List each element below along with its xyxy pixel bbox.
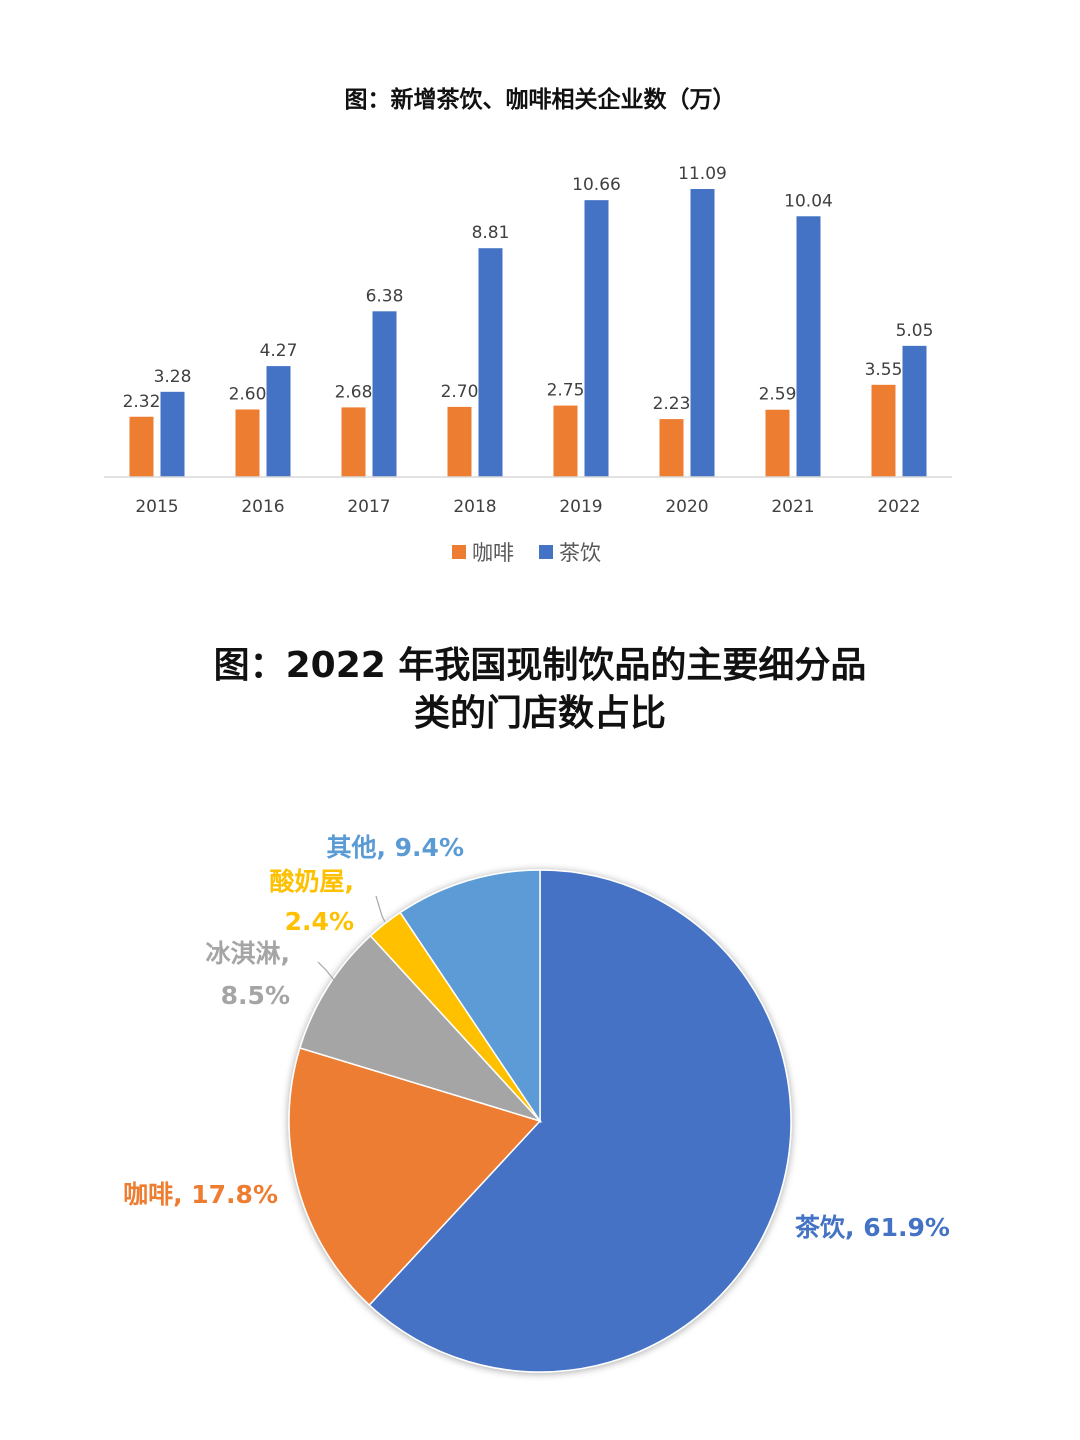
tea-legend-swatch: [539, 545, 553, 559]
coffee-value-label-2022: 3.55: [865, 360, 903, 380]
x-tick-label-2021: 2021: [771, 497, 814, 517]
coffee-bar-2020: [659, 419, 684, 477]
tea-legend-label: 茶饮: [559, 541, 601, 565]
coffee-value-label-2020: 2.23: [653, 394, 691, 414]
coffee-bar-2017: [341, 407, 366, 477]
pie-chart-title-line-1: 图：2022 年我国现制饮品的主要细分品: [213, 645, 867, 686]
leader-line-yogurt: [375, 895, 386, 923]
bar-chart-panel: 图：新增茶饮、咖啡相关企业数（万） 2.32 3.28 2015 2.60 4.27 20…: [0, 0, 1080, 600]
pie-label-酸奶屋-line-1: 酸奶屋,: [270, 867, 355, 896]
coffee-value-label-2019: 2.75: [547, 381, 585, 401]
tea-bar-2017: [372, 311, 397, 477]
pie-chart: 茶饮, 61.9% 咖啡, 17.8% 冰淇淋, 8.5% 酸奶屋, 2.4% 其他, 9.…: [123, 833, 950, 1373]
coffee-bar-2021: [765, 409, 790, 477]
pie-label-冰淇淋-line-1: 冰淇淋,: [206, 939, 291, 968]
tea-value-label-2018: 8.81: [472, 223, 510, 243]
tea-bar-2015: [160, 391, 185, 477]
tea-bar-2021: [796, 216, 821, 477]
tea-value-label-2016: 4.27: [260, 341, 298, 361]
pie-chart-title-line-2: 类的门店数占比: [413, 693, 666, 734]
coffee-value-label-2021: 2.59: [759, 385, 797, 405]
x-tick-label-2018: 2018: [453, 497, 496, 517]
coffee-legend-label: 咖啡: [472, 541, 514, 565]
coffee-value-label-2018: 2.70: [441, 382, 479, 402]
tea-bar-2018: [478, 248, 503, 477]
x-tick-label-2015: 2015: [135, 497, 178, 517]
coffee-value-label-2015: 2.32: [123, 392, 161, 412]
pie-slice-其他: [399, 869, 541, 1124]
pie-label-其他: 其他, 9.4%: [326, 833, 464, 862]
pie-slices: [288, 869, 792, 1373]
tea-value-label-2015: 3.28: [154, 367, 192, 387]
coffee-bar-2016: [235, 409, 260, 477]
pie-slice-茶饮: [368, 869, 792, 1373]
bar-chart: 2.32 3.28 2015 2.60 4.27 2016 2.68 6.38 2017 2.70…: [104, 164, 952, 565]
tea-bar-2019: [584, 200, 609, 478]
coffee-bar-2015: [129, 416, 154, 477]
pie-slice-冰淇淋: [298, 934, 543, 1123]
tea-value-label-2017: 6.38: [366, 286, 404, 306]
leader-line-icecream: [317, 961, 335, 981]
x-tick-label-2020: 2020: [665, 497, 708, 517]
tea-bar-2016: [266, 366, 291, 477]
x-tick-label-2017: 2017: [347, 497, 390, 517]
pie-label-咖啡: 咖啡, 17.8%: [123, 1180, 278, 1209]
pie-label-茶饮: 茶饮, 61.9%: [795, 1213, 950, 1242]
tea-bar-2022: [902, 345, 927, 477]
tea-bar-2020: [690, 189, 715, 477]
pie-label-酸奶屋-line-2: 2.4%: [285, 907, 354, 936]
tea-value-label-2021: 10.04: [784, 191, 833, 211]
coffee-value-label-2017: 2.68: [335, 382, 373, 402]
tea-value-label-2019: 10.66: [572, 175, 621, 195]
pie-chart-title: 图：2022 年我国现制饮品的主要细分品 类的门店数占比: [0, 642, 1080, 738]
coffee-bar-2018: [447, 406, 472, 477]
x-tick-label-2016: 2016: [241, 497, 284, 517]
tea-value-label-2020: 11.09: [678, 164, 727, 184]
pie-label-冰淇淋-line-2: 8.5%: [221, 981, 290, 1010]
tea-value-label-2022: 5.05: [896, 321, 934, 341]
coffee-value-label-2016: 2.60: [229, 384, 267, 404]
coffee-bar-2022: [871, 384, 896, 477]
x-tick-label-2019: 2019: [559, 497, 602, 517]
pie-slice-咖啡: [288, 1047, 542, 1307]
x-tick-label-2022: 2022: [877, 497, 920, 517]
pie-chart-panel: 图：2022 年我国现制饮品的主要细分品 类的门店数占比 茶饮, 61.9% 咖啡…: [0, 600, 1080, 1440]
coffee-legend-swatch: [452, 545, 466, 559]
bar-chart-title: 图：新增茶饮、咖啡相关企业数（万）: [344, 87, 736, 113]
coffee-bar-2019: [553, 405, 578, 477]
